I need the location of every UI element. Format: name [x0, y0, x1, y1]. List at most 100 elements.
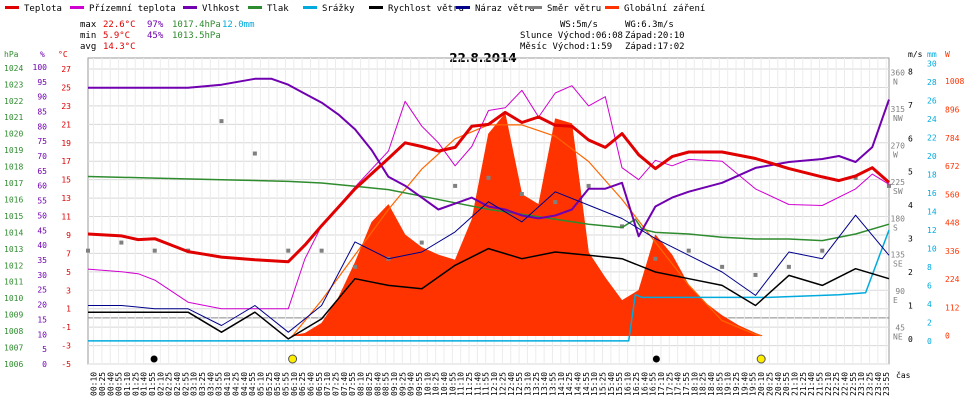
tick-pct: 5 — [42, 345, 47, 354]
tick-temp: 13 — [61, 194, 71, 203]
tick-w: 560 — [945, 190, 960, 199]
stat-wind-speed: WS:5m/s — [560, 20, 598, 30]
tick-dir-name: N — [893, 78, 898, 87]
tick-ms: 6 — [908, 134, 913, 143]
legend-swatch-5 — [369, 6, 383, 9]
tick-time: 14:10 — [557, 372, 566, 396]
axis-unit-temp: °C — [58, 50, 68, 59]
tick-time: 19:25 — [732, 372, 741, 396]
tick-hpa: 1020 — [4, 130, 23, 139]
tick-time: 18:40 — [707, 372, 716, 396]
series-wind-direction-point — [152, 248, 157, 253]
tick-time: 20:10 — [757, 372, 766, 396]
tick-hpa: 1015 — [4, 212, 23, 221]
tick-time: 23:10 — [857, 372, 866, 396]
tick-time: 06:25 — [298, 372, 307, 396]
legend-swatch-8 — [605, 6, 619, 9]
tick-time: 11:25 — [465, 372, 474, 396]
tick-w: 112 — [945, 303, 960, 312]
tick-time: 20:25 — [765, 372, 774, 396]
legend-swatch-3 — [248, 6, 262, 9]
legend-swatch-1 — [70, 6, 84, 9]
tick-mm: 30 — [927, 60, 937, 69]
series-pressure — [87, 175, 890, 242]
tick-pct: 85 — [37, 107, 47, 116]
series-radiation — [291, 112, 763, 336]
tick-time: 02:25 — [165, 372, 174, 396]
tick-time: 21:40 — [807, 372, 816, 396]
tick-time: 09:55 — [415, 372, 424, 396]
tick-temp: 25 — [61, 83, 71, 92]
tick-time: 21:10 — [790, 372, 799, 396]
series-wind-direction-point — [519, 192, 524, 196]
tick-time: 07:40 — [340, 372, 349, 396]
axis-unit-hpa: hPa — [4, 50, 19, 59]
tick-ms: 8 — [908, 67, 913, 76]
tick-pct: 90 — [37, 93, 47, 102]
series-wind-direction-point — [620, 224, 624, 229]
tick-time: 07:25 — [332, 372, 341, 396]
tick-time: 22:25 — [832, 372, 841, 396]
tick-pct: 35 — [37, 256, 47, 265]
tick-time: 15:55 — [615, 372, 624, 396]
tick-time: 12:25 — [498, 372, 507, 396]
tick-ms: 3 — [908, 235, 913, 244]
tick-time: 23:55 — [882, 372, 891, 396]
stat-moon-set: Západ:17:02 — [625, 42, 685, 52]
legend-label-0: Teplota — [24, 4, 62, 14]
tick-time: 17:10 — [657, 372, 666, 396]
tick-hpa: 1022 — [4, 97, 23, 106]
tick-pct: 20 — [37, 301, 47, 310]
tick-time: 17:55 — [682, 372, 691, 396]
tick-ms: 2 — [908, 268, 913, 277]
stat-avg-temp: 14.3°C — [103, 42, 136, 52]
tick-time: 00:10 — [90, 372, 99, 396]
tick-time: 18:55 — [715, 372, 724, 396]
tick-temp: 11 — [61, 213, 71, 222]
tick-dir-deg: 315 — [891, 105, 906, 114]
tick-time: 12:40 — [507, 372, 516, 396]
tick-time: 20:55 — [782, 372, 791, 396]
tick-time: 05:40 — [273, 372, 282, 396]
series-wind-direction-point — [786, 264, 791, 269]
axis-unit-ms: m/s — [908, 50, 923, 59]
tick-temp: 21 — [61, 120, 71, 129]
tick-time: 03:40 — [206, 372, 215, 396]
stat-sun-set: Západ:20:10 — [625, 31, 685, 41]
tick-time: 15:10 — [590, 372, 599, 396]
tick-mm: 28 — [927, 78, 937, 87]
tick-time: 03:55 — [215, 372, 224, 396]
tick-time: 16:40 — [640, 372, 649, 396]
tick-mm: 8 — [927, 263, 932, 272]
tick-temp: 3 — [66, 286, 71, 295]
stat-max-press: 1017.4hPa — [172, 20, 221, 30]
tick-pct: 15 — [37, 315, 47, 324]
tick-dir-deg: 180 — [891, 214, 906, 223]
tick-time: 07:10 — [323, 372, 332, 396]
stat-max-rain: 12.0mm — [222, 20, 255, 30]
tick-w: 1008 — [945, 77, 964, 86]
tick-time: 22:55 — [849, 372, 858, 396]
tick-time: 04:55 — [248, 372, 257, 396]
stat-moon: Měsíc Východ:1:59 — [520, 42, 612, 52]
axis-unit-w: W — [945, 50, 950, 59]
tick-ms: 0 — [908, 335, 913, 344]
tick-mm: 10 — [927, 244, 937, 253]
stat-min-temp: 5.9°C — [103, 31, 130, 41]
tick-time: 17:25 — [665, 372, 674, 396]
series-wind-direction-point — [286, 248, 291, 253]
series-theoretical-radiation — [292, 124, 762, 337]
series-temperature — [87, 110, 890, 264]
tick-mm: 14 — [927, 207, 937, 216]
tick-time: 10:10 — [423, 372, 432, 396]
tick-time: 10:55 — [448, 372, 457, 396]
tick-time: 08:55 — [382, 372, 391, 396]
tick-time: 19:40 — [740, 372, 749, 396]
tick-mm: 26 — [927, 97, 937, 106]
stat-min-hum: 45% — [147, 31, 164, 41]
tick-time: 09:40 — [407, 372, 416, 396]
tick-time: 13:55 — [548, 372, 557, 396]
legend-label-3: Tlak — [267, 4, 289, 14]
tick-hpa: 1014 — [4, 228, 23, 237]
